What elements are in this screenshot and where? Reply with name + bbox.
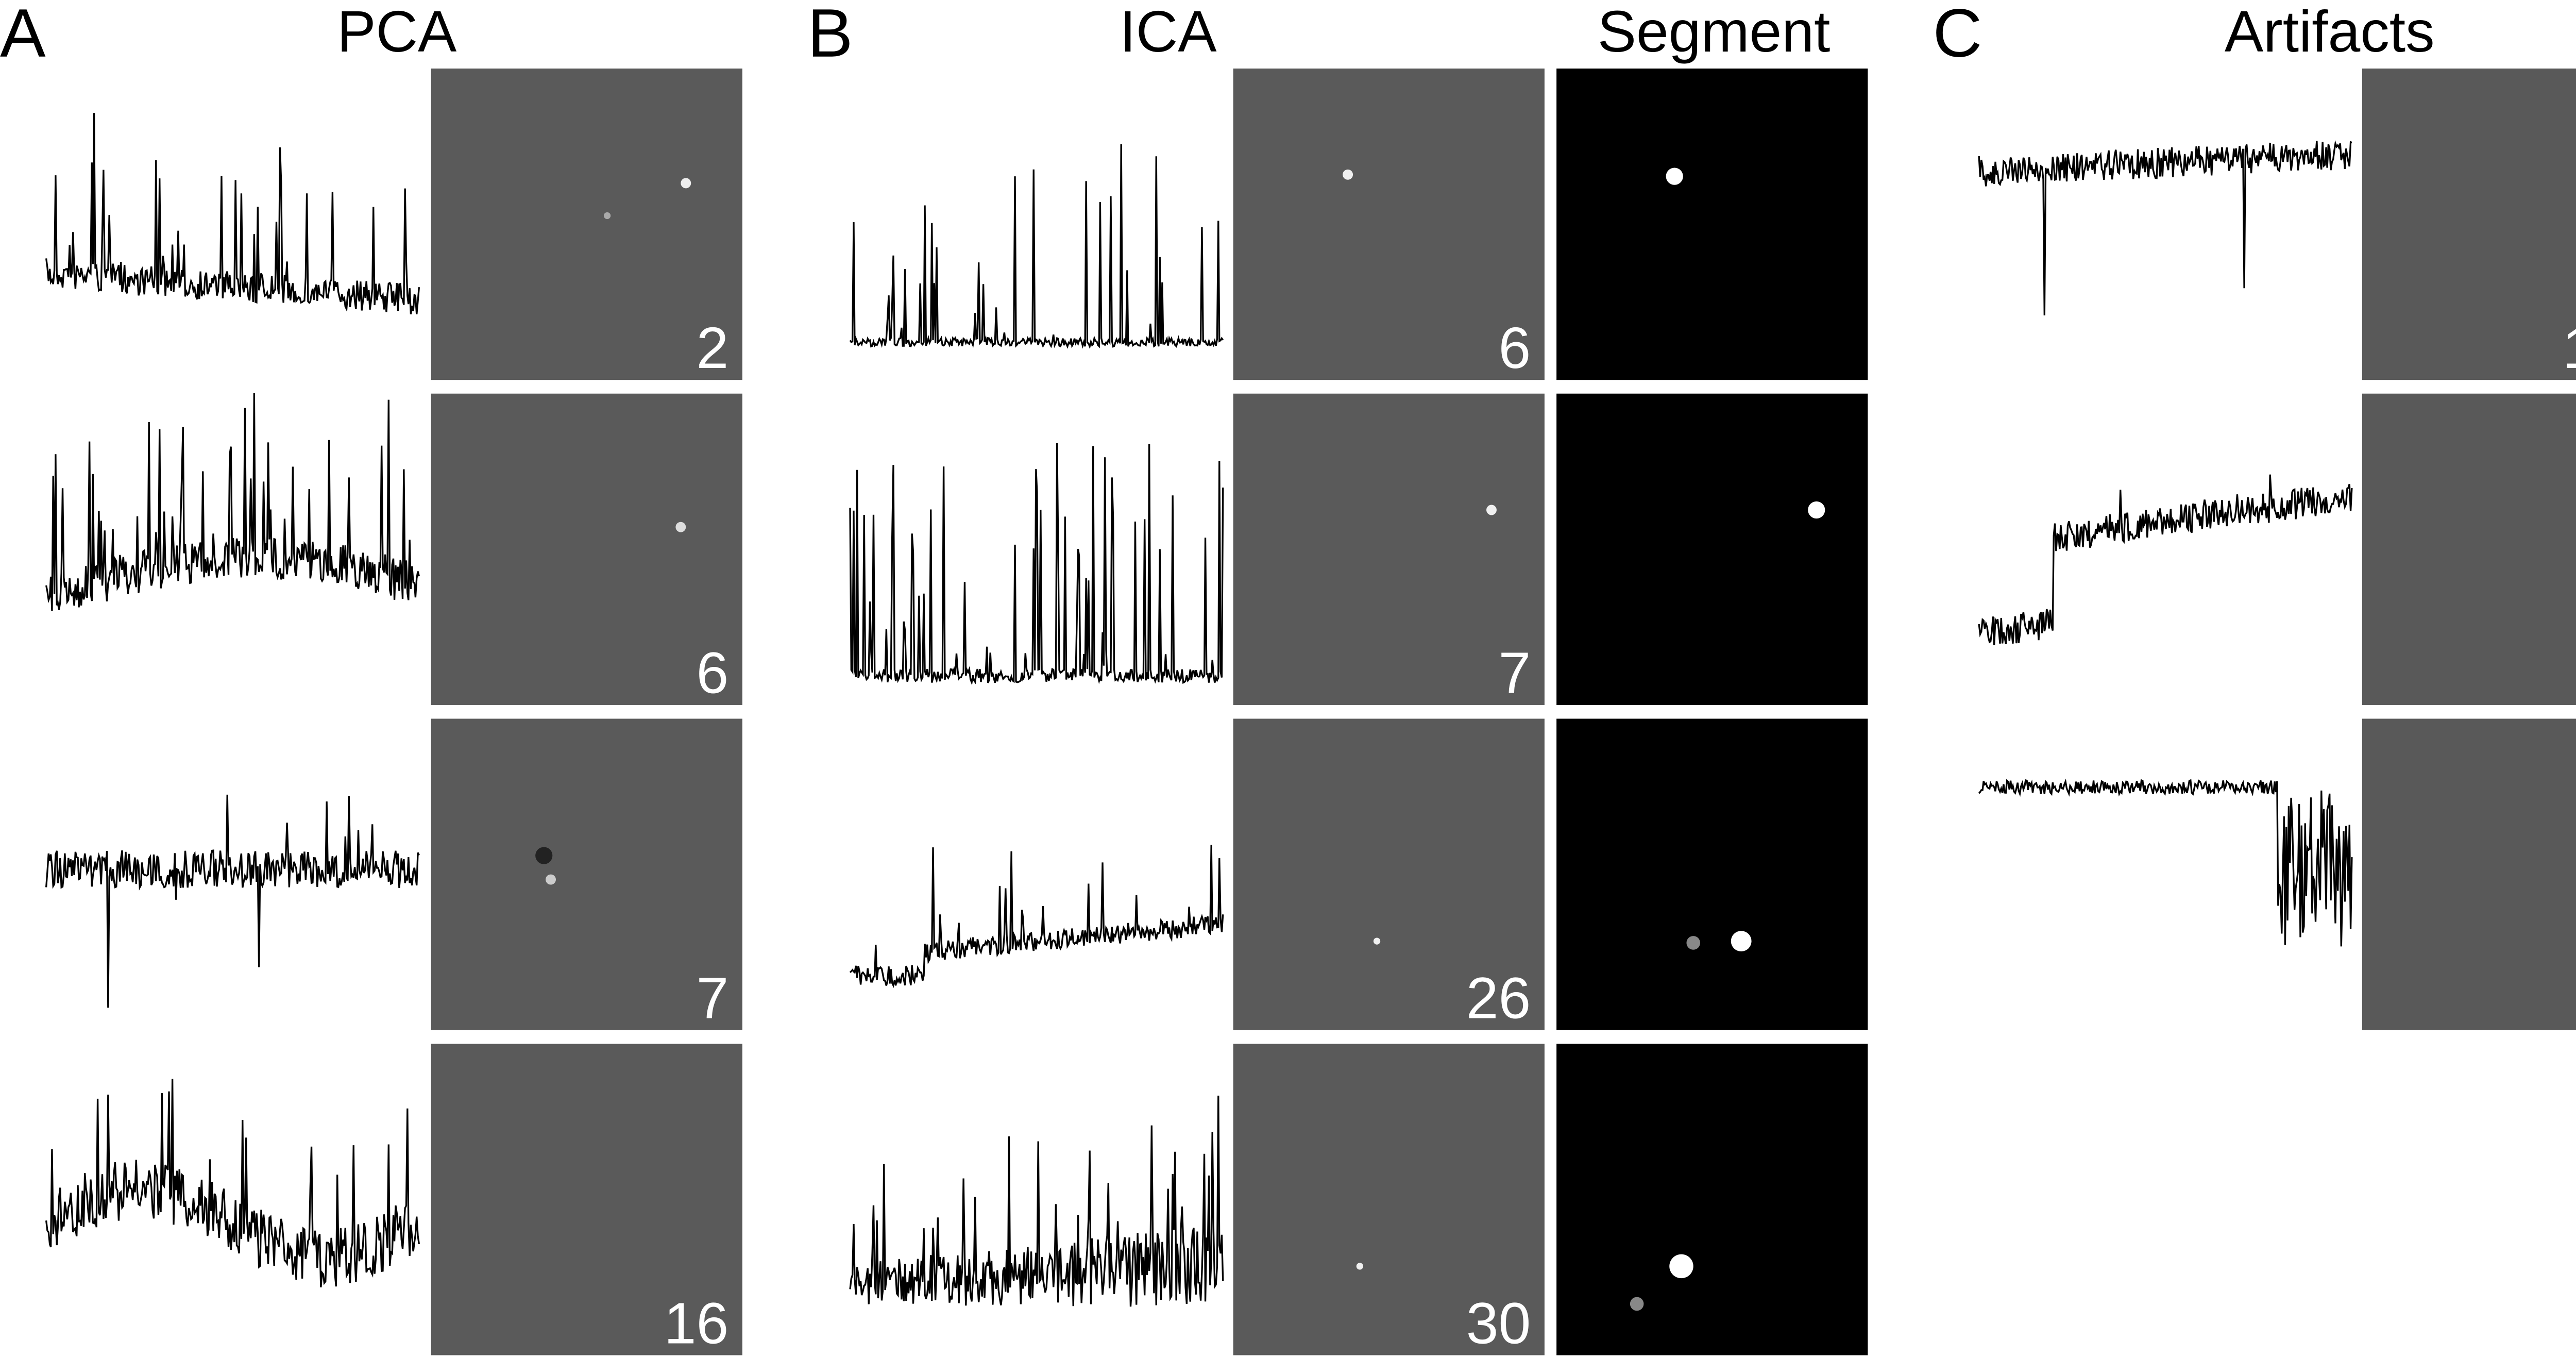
component-image (431, 1044, 742, 1355)
trace (1978, 140, 2352, 316)
segment-image (1556, 68, 1868, 380)
component-number: 30 (1466, 1291, 1531, 1355)
trace (45, 113, 420, 314)
panel-title: PCA (337, 0, 457, 64)
component-image (1233, 68, 1545, 380)
component-number: 16 (664, 1291, 729, 1355)
panel-label: C (1933, 0, 1982, 72)
panel-title: Artifacts (2225, 0, 2435, 64)
component-number: 26 (1466, 966, 1531, 1031)
component-number: 150 (2563, 315, 2576, 380)
panel-label: A (0, 0, 46, 72)
component-image (1233, 393, 1545, 705)
panel-label: B (807, 0, 853, 72)
component-image (1233, 718, 1545, 1030)
segment-image (1556, 718, 1868, 1030)
blob (1808, 501, 1825, 519)
segment-image (1556, 1044, 1868, 1355)
trace (1978, 778, 2353, 947)
blob (1343, 169, 1353, 180)
trace (45, 393, 420, 611)
trace (1978, 474, 2353, 645)
trace (849, 443, 1224, 685)
component-image (431, 718, 742, 1030)
trace (45, 794, 420, 1008)
component-image (1233, 1044, 1545, 1355)
trace (849, 845, 1224, 988)
blob (675, 522, 686, 532)
segment-image (1556, 393, 1868, 705)
component-number: 7 (1499, 641, 1531, 706)
blob (1731, 931, 1752, 952)
component-image (2362, 718, 2576, 1030)
panel-title: Segment (1598, 0, 1831, 64)
blob (546, 874, 556, 885)
blob (1486, 505, 1497, 515)
component-image (2362, 393, 2576, 705)
blob (603, 212, 611, 220)
trace (849, 1095, 1224, 1307)
blob (1669, 1254, 1693, 1279)
blob (681, 178, 691, 189)
trace (45, 1079, 420, 1287)
component-number: 2 (697, 315, 729, 380)
blob (1373, 937, 1381, 945)
trace (849, 144, 1224, 349)
blob (535, 847, 553, 864)
component-image (431, 68, 742, 380)
component-number: 6 (1499, 315, 1531, 380)
component-number: 6 (697, 641, 729, 706)
component-image (431, 393, 742, 705)
component-image (2362, 68, 2576, 380)
blob (1666, 167, 1683, 185)
panel-title: ICA (1120, 0, 1217, 64)
component-number: 7 (697, 966, 729, 1031)
blob (1356, 1263, 1363, 1270)
blob (1686, 936, 1701, 950)
blob (1630, 1297, 1644, 1311)
